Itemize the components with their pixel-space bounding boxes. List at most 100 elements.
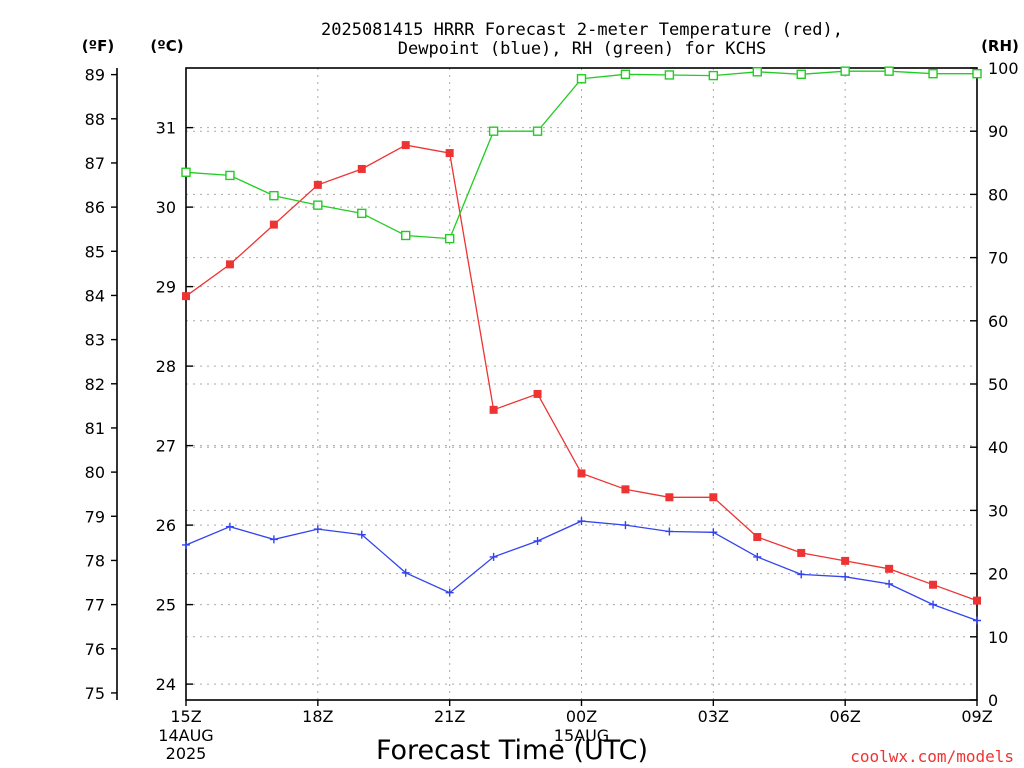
data-point <box>269 535 278 544</box>
data-point <box>664 70 675 80</box>
data-point <box>885 564 894 573</box>
data-point <box>182 540 190 549</box>
fahrenheit-tick-label: 85 <box>85 242 105 261</box>
fahrenheit-tick-label: 81 <box>85 419 105 438</box>
rh-tick-label: 60 <box>988 312 1008 331</box>
data-point <box>576 74 587 84</box>
celsius-tick-label: 24 <box>156 675 176 694</box>
data-point <box>225 170 235 181</box>
x-tick-date: 14AUG <box>158 726 213 745</box>
fahrenheit-tick-label: 86 <box>85 198 105 217</box>
series-rh <box>181 66 982 244</box>
data-point <box>753 533 762 542</box>
fahrenheit-tick-label: 78 <box>85 551 105 570</box>
data-point <box>840 66 850 76</box>
x-tick-year: 2025 <box>166 744 207 763</box>
data-point <box>708 70 719 81</box>
celsius-tick-label: 30 <box>156 198 176 217</box>
fahrenheit-tick-label: 76 <box>85 640 105 659</box>
data-point <box>929 600 938 609</box>
fahrenheit-tick-label: 83 <box>85 331 105 350</box>
data-point <box>533 537 542 546</box>
data-point <box>313 525 322 534</box>
data-point <box>401 141 410 150</box>
celsius-tick-label: 27 <box>156 437 176 456</box>
celsius-tick-label: 28 <box>156 357 176 376</box>
x-tick-label: 15Z <box>170 707 201 726</box>
data-point <box>444 233 455 244</box>
fahrenheit-axis-label: (ºF) <box>82 37 114 55</box>
fahrenheit-tick-label: 75 <box>85 684 105 703</box>
data-point <box>313 180 322 189</box>
data-point <box>357 164 366 173</box>
rh-tick-label: 80 <box>988 185 1008 204</box>
rh-tick-label: 40 <box>988 438 1008 457</box>
x-tick-label: 03Z <box>698 707 729 726</box>
data-point <box>841 556 850 565</box>
fahrenheit-tick-label: 89 <box>85 66 105 85</box>
fahrenheit-tick-label: 88 <box>85 110 105 129</box>
x-tick-label: 18Z <box>302 707 333 726</box>
data-point <box>665 527 674 536</box>
rh-tick-label: 10 <box>988 628 1008 647</box>
rh-tick-label: 0 <box>988 691 998 710</box>
rh-tick-label: 100 <box>988 59 1019 78</box>
data-point <box>489 552 498 561</box>
data-point <box>533 389 542 398</box>
data-point <box>753 552 762 561</box>
celsius-tick-label: 31 <box>156 119 176 138</box>
x-tick-date: 15AUG <box>554 726 609 745</box>
series-2-meter-temperature <box>182 141 981 605</box>
fahrenheit-tick-label: 77 <box>85 596 105 615</box>
data-point <box>709 493 718 502</box>
data-point <box>841 572 850 581</box>
data-point <box>973 596 981 605</box>
data-point <box>577 517 586 526</box>
rh-tick-label: 90 <box>988 122 1008 141</box>
data-point <box>972 68 982 79</box>
series-line <box>185 520 978 622</box>
data-point <box>752 67 762 77</box>
data-point <box>225 260 234 269</box>
chart-title-line-1: 2025081415 HRRR Forecast 2-meter Tempera… <box>321 20 843 40</box>
fahrenheit-tick-label: 80 <box>85 463 105 482</box>
x-axis-title: Forecast Time (UTC) <box>376 735 648 766</box>
data-point <box>182 292 190 301</box>
celsius-tick-label: 26 <box>156 516 176 535</box>
fahrenheit-tick-label: 82 <box>85 375 105 394</box>
data-point <box>620 69 631 80</box>
data-point <box>181 167 191 177</box>
data-point <box>445 588 454 597</box>
data-point <box>489 405 498 414</box>
data-point <box>269 220 278 229</box>
data-point <box>401 230 411 241</box>
fahrenheit-tick-label: 87 <box>85 154 105 173</box>
data-point <box>885 579 894 588</box>
watermark: coolwx.com/models <box>850 747 1014 766</box>
data-point <box>269 190 279 201</box>
data-point <box>884 66 894 76</box>
data-point <box>973 616 981 625</box>
data-point <box>532 126 543 136</box>
data-point <box>796 69 806 80</box>
grid-lines <box>186 68 977 700</box>
series-group <box>181 66 982 625</box>
fahrenheit-tick-label: 84 <box>85 286 105 305</box>
series-dewpoint <box>182 517 981 625</box>
data-point <box>709 528 718 537</box>
celsius-tick-label: 25 <box>156 596 176 615</box>
x-tick-label: 06Z <box>830 707 861 726</box>
x-tick-label: 21Z <box>434 707 465 726</box>
data-point <box>313 200 323 210</box>
x-tick-label: 00Z <box>566 707 597 726</box>
celsius-axis-label: (ºC) <box>150 37 183 55</box>
data-point <box>357 208 367 219</box>
rh-tick-label: 70 <box>988 249 1008 268</box>
fahrenheit-tick-label: 79 <box>85 507 105 526</box>
rh-tick-label: 30 <box>988 501 1008 520</box>
data-point <box>225 522 234 531</box>
data-point <box>401 568 410 577</box>
data-point <box>665 493 674 502</box>
